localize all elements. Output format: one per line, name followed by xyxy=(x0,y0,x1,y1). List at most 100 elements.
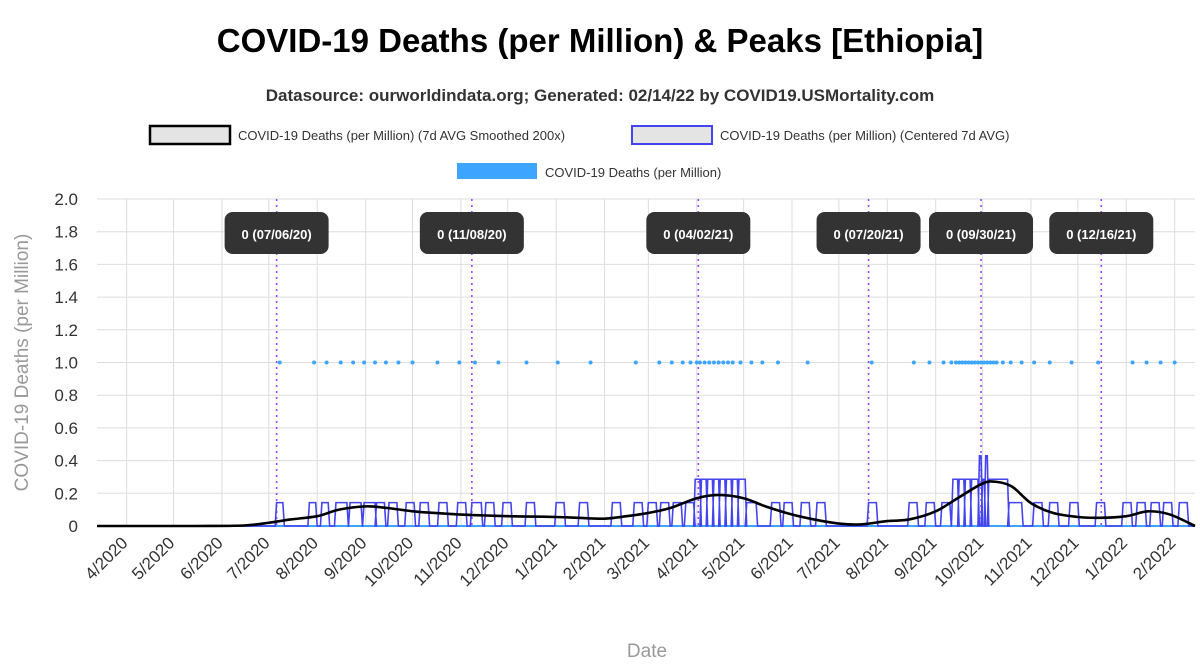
daily-point xyxy=(963,360,968,365)
y-tick-label: 2.0 xyxy=(54,190,78,209)
legend-label-smoothed: COVID-19 Deaths (per Million) (7d AVG Sm… xyxy=(238,128,565,143)
x-tick-label: 5/2020 xyxy=(128,533,178,583)
chart-title: COVID-19 Deaths (per Million) & Peaks [E… xyxy=(216,22,984,59)
legend-swatch-smoothed xyxy=(148,124,232,146)
x-tick-label: 2/2022 xyxy=(1129,533,1179,583)
daily-point xyxy=(979,360,984,365)
daily-point xyxy=(1130,360,1135,365)
peak-label: 0 (11/08/20) xyxy=(437,227,506,242)
x-tick-label: 12/2021 xyxy=(1026,533,1083,590)
y-tick-label: 1.8 xyxy=(54,223,78,242)
x-tick-label: 1/2022 xyxy=(1081,533,1131,583)
daily-point xyxy=(988,360,993,365)
daily-point xyxy=(869,360,874,365)
daily-point xyxy=(457,360,462,365)
daily-point xyxy=(472,360,477,365)
x-tick-label: 10/2021 xyxy=(931,533,988,590)
daily-point xyxy=(716,360,721,365)
daily-point xyxy=(324,360,329,365)
daily-point xyxy=(1069,360,1074,365)
daily-point xyxy=(954,360,959,365)
x-tick-label: 6/2021 xyxy=(747,533,797,583)
daily-point xyxy=(957,360,962,365)
daily-point xyxy=(1144,360,1149,365)
x-tick-label: 4/2021 xyxy=(651,533,701,583)
daily-point xyxy=(960,360,965,365)
daily-point xyxy=(1000,360,1005,365)
centered-7d-avg-line xyxy=(97,455,1195,527)
x-tick-label: 7/2020 xyxy=(223,533,273,583)
daily-point xyxy=(383,360,388,365)
x-tick-label: 11/2021 xyxy=(980,533,1036,589)
y-tick-label: 1.0 xyxy=(54,354,78,373)
x-axis-title: Date xyxy=(627,641,667,662)
peak-label-box xyxy=(646,212,751,254)
daily-point xyxy=(524,360,529,365)
peak-label-box xyxy=(816,212,921,254)
daily-point xyxy=(694,360,699,365)
y-tick-label: 0.2 xyxy=(54,484,78,503)
peak-label-box xyxy=(224,212,329,254)
daily-point xyxy=(969,360,974,365)
daily-point xyxy=(985,360,990,365)
x-tick-label: 11/2020 xyxy=(410,533,466,589)
peak-label: 0 (12/16/21) xyxy=(1066,227,1136,242)
daily-point xyxy=(721,360,726,365)
y-tick-label: 0.6 xyxy=(54,419,78,438)
peak-label-box xyxy=(419,212,524,254)
daily-point xyxy=(688,360,693,365)
daily-point xyxy=(927,360,932,365)
daily-point xyxy=(277,360,282,365)
x-tick-label: 8/2021 xyxy=(842,533,892,583)
y-axis-title: COVID-19 Deaths (per Million) xyxy=(12,234,33,492)
daily-point xyxy=(711,360,716,365)
daily-point xyxy=(991,360,996,365)
daily-point xyxy=(697,360,702,365)
x-tick-label: 1/2021 xyxy=(511,533,561,583)
smoothed-7d-avg-line xyxy=(97,480,1196,528)
x-tick-label: 5/2021 xyxy=(698,533,748,583)
daily-point xyxy=(749,360,754,365)
daily-point xyxy=(738,360,743,365)
daily-point xyxy=(496,360,501,365)
daily-point xyxy=(588,360,593,365)
daily-point xyxy=(805,360,810,365)
daily-point xyxy=(730,360,735,365)
daily-point xyxy=(351,360,356,365)
y-tick-label: 0.4 xyxy=(54,452,78,471)
daily-point xyxy=(435,360,440,365)
daily-point xyxy=(911,360,916,365)
daily-point xyxy=(972,360,977,365)
daily-point xyxy=(373,360,378,365)
daily-point xyxy=(725,360,730,365)
legend-label-centered: COVID-19 Deaths (per Million) (Centered … xyxy=(720,128,1009,143)
x-tick-label: 12/2020 xyxy=(456,533,513,590)
daily-point xyxy=(633,360,638,365)
daily-point xyxy=(555,360,560,365)
peak-label: 0 (09/30/21) xyxy=(946,227,1016,242)
x-tick-label: 7/2021 xyxy=(794,533,844,583)
daily-point xyxy=(975,360,980,365)
daily-point xyxy=(760,360,765,365)
daily-point xyxy=(362,360,367,365)
daily-point xyxy=(982,360,987,365)
daily-point xyxy=(1172,360,1177,365)
x-tick-label: 2/2021 xyxy=(559,533,609,583)
daily-point xyxy=(1032,360,1037,365)
peak-label-box xyxy=(1049,212,1154,254)
x-tick-label: 6/2020 xyxy=(177,533,227,583)
daily-point xyxy=(657,360,662,365)
daily-point xyxy=(1096,360,1101,365)
x-tick-label: 10/2020 xyxy=(360,533,417,590)
legend-swatch-daily xyxy=(457,163,537,179)
daily-point xyxy=(966,360,971,365)
daily-point xyxy=(949,360,954,365)
daily-point xyxy=(1019,360,1024,365)
daily-point xyxy=(669,360,674,365)
peak-label: 0 (07/06/20) xyxy=(242,227,312,242)
daily-point xyxy=(396,360,401,365)
daily-point xyxy=(994,360,999,365)
x-tick-label: 4/2020 xyxy=(81,533,131,583)
daily-point xyxy=(1158,360,1163,365)
